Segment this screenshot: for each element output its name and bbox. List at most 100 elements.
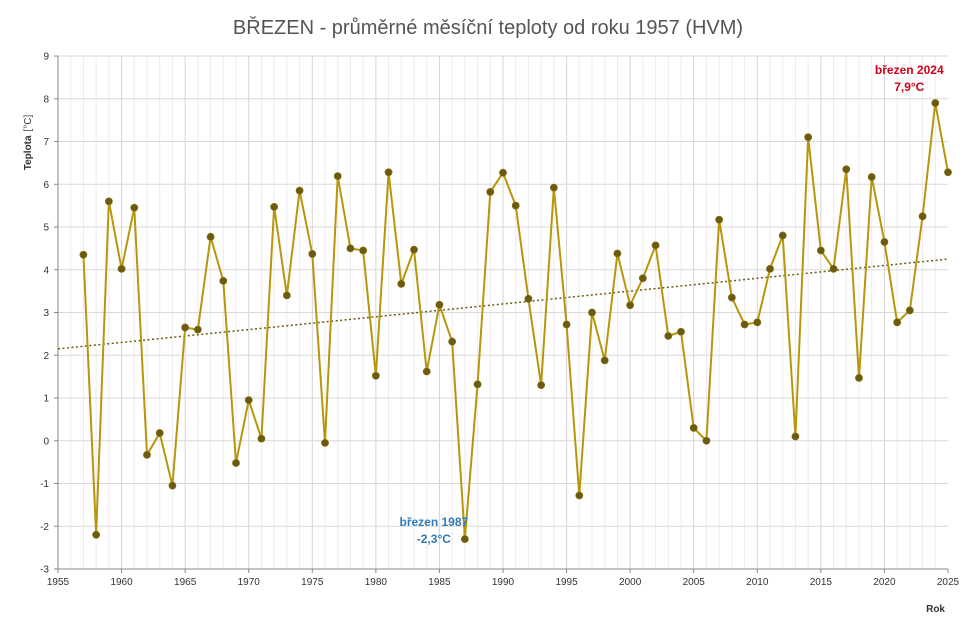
data-point xyxy=(689,424,698,432)
y-tick-label: -2 xyxy=(40,522,49,533)
data-point xyxy=(448,337,457,346)
x-tick-label: 1970 xyxy=(238,577,261,588)
data-point xyxy=(766,264,774,273)
data-point xyxy=(715,215,724,224)
data-point xyxy=(117,264,126,273)
annotation-line: březen 2024 xyxy=(875,63,944,77)
data-point xyxy=(511,201,520,210)
data-point xyxy=(575,491,584,500)
data-point xyxy=(168,481,177,490)
data-point xyxy=(664,332,673,340)
data-point xyxy=(778,231,787,240)
x-tick-label: 1980 xyxy=(365,577,388,588)
y-tick-label: 7 xyxy=(43,137,49,148)
data-point xyxy=(677,327,685,336)
x-tick-label: 2005 xyxy=(683,577,706,588)
y-axis-title: Teplota [°C] xyxy=(23,114,34,170)
data-point xyxy=(931,99,940,107)
data-point xyxy=(740,320,749,329)
data-point xyxy=(651,241,660,250)
data-point xyxy=(206,232,215,241)
data-point xyxy=(130,203,139,212)
x-tick-label: 2010 xyxy=(746,577,769,588)
data-point xyxy=(155,429,164,437)
data-point xyxy=(855,374,863,382)
x-tick-label: 2020 xyxy=(873,577,896,588)
x-tick-label: 1965 xyxy=(174,577,197,588)
annotations: březen 1987 -2,3°C březen 2024 7,9°C xyxy=(399,63,943,546)
data-point xyxy=(422,367,431,376)
data-point xyxy=(842,165,851,174)
data-point xyxy=(410,245,418,254)
data-point xyxy=(232,459,240,467)
data-point xyxy=(791,432,800,441)
x-tick-label: 1995 xyxy=(555,577,578,588)
x-axis-title: Rok xyxy=(926,604,945,615)
y-tick-label: 8 xyxy=(43,94,49,105)
data-point xyxy=(613,249,622,258)
annotation-line: březen 1987 xyxy=(399,515,468,529)
x-tick-label: 2025 xyxy=(937,577,960,588)
data-point xyxy=(893,318,902,327)
y-axis-label: Teplota xyxy=(23,135,34,170)
annotation-line: 7,9°C xyxy=(894,80,924,94)
y-tick-label: 6 xyxy=(43,180,49,191)
data-point xyxy=(193,325,202,334)
y-tick-label: -3 xyxy=(40,565,49,576)
data-point xyxy=(829,264,838,273)
y-axis-unit: [°C] xyxy=(23,114,34,131)
grid-lines xyxy=(58,55,948,570)
y-tick-label: 4 xyxy=(43,265,49,276)
data-point xyxy=(460,535,469,543)
data-point xyxy=(600,356,609,365)
x-tick-label: 2015 xyxy=(810,577,833,588)
data-point xyxy=(181,323,190,332)
y-tick-label: 1 xyxy=(43,394,49,405)
data-point xyxy=(702,436,711,445)
data-point xyxy=(346,244,355,253)
data-point xyxy=(944,168,952,177)
data-point xyxy=(270,203,279,211)
trendline xyxy=(57,258,949,350)
data-point xyxy=(371,371,380,380)
max-annotation: březen 2024 7,9°C xyxy=(875,63,944,94)
data-point xyxy=(499,168,507,177)
y-tick-label: 0 xyxy=(43,436,49,447)
data-point xyxy=(397,279,406,288)
data-point xyxy=(359,246,368,255)
data-point xyxy=(867,173,876,181)
data-point xyxy=(435,300,444,309)
x-tick-label: 2000 xyxy=(619,577,642,588)
data-point xyxy=(92,530,101,539)
data-point xyxy=(308,250,317,258)
trend-layer xyxy=(57,258,949,350)
x-tick-label: 1975 xyxy=(301,577,324,588)
data-point xyxy=(104,197,113,206)
annotation-line: -2,3°C xyxy=(417,532,451,546)
data-point xyxy=(384,168,393,177)
data-point xyxy=(486,188,495,196)
x-tick-label: 1985 xyxy=(428,577,451,588)
min-annotation: březen 1987 -2,3°C xyxy=(399,515,468,546)
data-point xyxy=(880,238,889,246)
x-tick-label: 1990 xyxy=(492,577,515,588)
x-tick-label: 1960 xyxy=(110,577,133,588)
y-tick-label: 2 xyxy=(43,351,49,362)
data-point xyxy=(295,186,304,195)
data-point xyxy=(143,450,151,459)
y-tick-label: -1 xyxy=(40,479,49,490)
data-point xyxy=(321,438,329,447)
axes: 1955 1960 1965 1970 1975 1980 1985 1990 1995 2000… xyxy=(40,52,959,589)
data-point xyxy=(219,276,228,285)
data-point xyxy=(626,301,635,310)
data-point xyxy=(918,212,927,221)
series-layer xyxy=(79,99,952,543)
data-point xyxy=(753,318,762,327)
data-point xyxy=(588,308,596,317)
data-point xyxy=(562,320,571,329)
data-point xyxy=(727,293,736,302)
data-point xyxy=(333,172,342,181)
data-point xyxy=(244,396,253,405)
